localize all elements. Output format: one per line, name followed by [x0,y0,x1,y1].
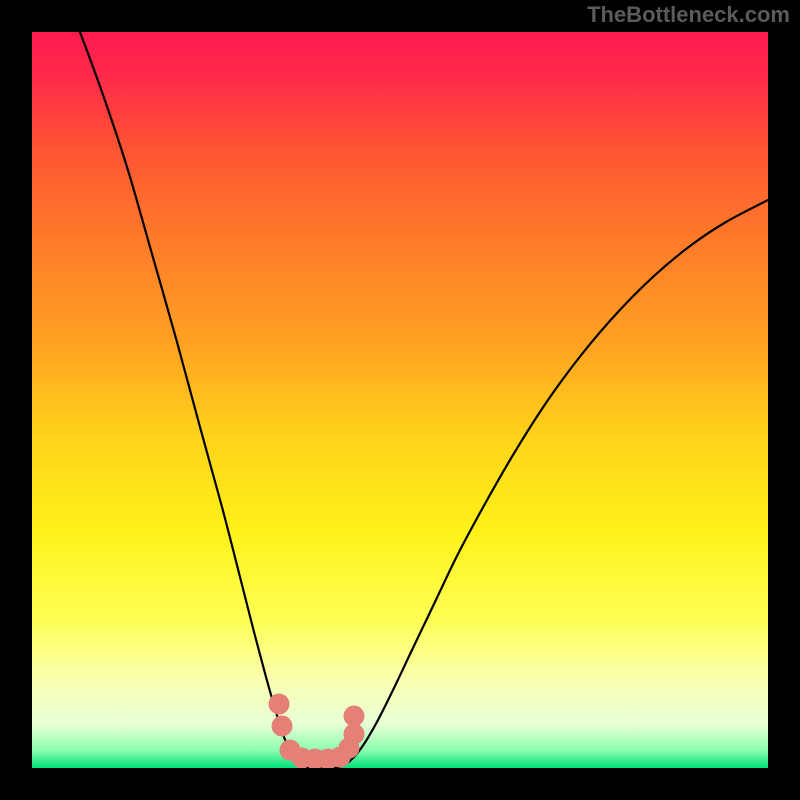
plot-svg [32,32,768,768]
gradient-background [32,32,768,768]
chart-root: TheBottleneck.com [0,0,800,800]
highlight-dot [344,706,365,727]
plot-area [32,32,768,768]
highlight-dot [272,716,293,737]
watermark-text: TheBottleneck.com [587,2,790,28]
highlight-dot [269,694,290,715]
highlight-dot [344,724,365,745]
